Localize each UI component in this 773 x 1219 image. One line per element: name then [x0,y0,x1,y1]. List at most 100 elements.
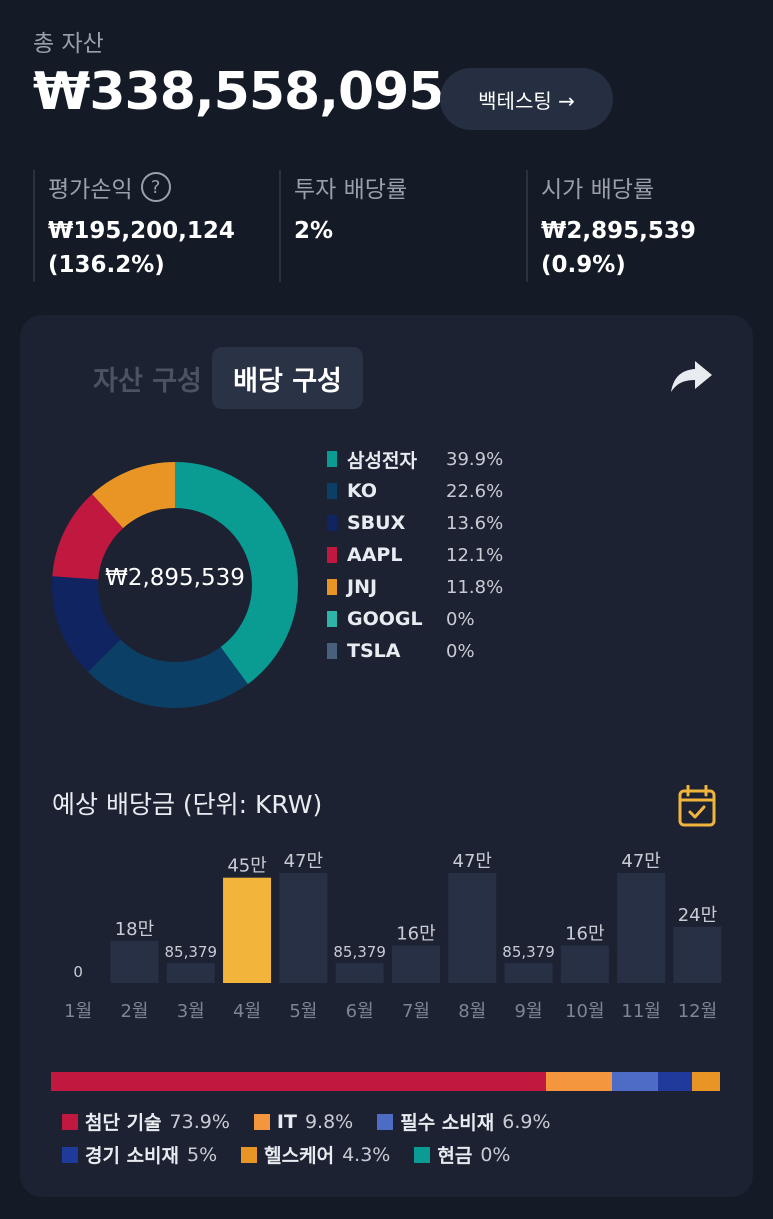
metric-value: ₩195,200,124 [48,218,235,244]
month-tick-label: 11월 [621,1001,660,1022]
month-bar[interactable] [110,940,159,983]
sector-percent: 73.9% [169,1110,230,1133]
metric-market-yield: 시가 배당률 ₩2,895,539 (0.9%) [526,170,753,282]
bar-value-label: 24만 [678,905,717,926]
month-tick-label: 10월 [565,1001,604,1022]
sector-legend-row: 첨단 기술 73.9% IT 9.8% 필수 소비재 6.9% [62,1105,722,1138]
sector-swatch [377,1113,394,1130]
sector-percent: 0% [480,1143,511,1166]
total-assets-value: ₩338,558,095 [33,62,444,122]
legend-name: 삼성전자 [347,449,417,472]
legend-percent: 22.6% [446,480,504,502]
month-tick-label: 1월 [64,1001,92,1022]
legend-swatch [327,579,337,595]
legend-name: AAPL [347,544,403,566]
donut-slice [52,462,298,708]
metric-value-percent: (136.2%) [48,252,165,278]
metric-label: 투자 배당률 [294,177,408,203]
month-bar[interactable] [166,963,215,983]
legend-percent: 0% [446,608,475,630]
month-tick-label: 12월 [678,1001,717,1022]
legend-item: 삼성전자 39.9% [327,443,547,475]
month-bar[interactable] [279,873,328,983]
month-bar[interactable] [560,945,609,983]
legend-swatch [327,643,337,659]
tab-dividend-composition[interactable]: 배당 구성 [212,347,363,409]
bar-value-label: 0 [73,963,83,981]
bar-value-label: 85,379 [333,943,386,961]
month-bar[interactable] [617,873,666,983]
metric-unrealized-pnl: 평가손익 ? ₩195,200,124 (136.2%) [33,170,280,282]
legend-name: SBUX [347,512,406,534]
calendar-icon[interactable] [678,785,716,827]
sector-segment [546,1072,612,1091]
sector-legend-item: 헬스케어 4.3% [241,1141,390,1168]
sector-name: 경기 소비재 [85,1145,180,1167]
sector-swatch [62,1146,78,1163]
month-bar[interactable] [335,963,384,983]
sector-segment [51,1072,547,1091]
legend-name: TSLA [347,640,401,662]
bar-value-label: 16만 [565,924,604,945]
tab-asset-composition[interactable]: 자산 구성 [93,365,202,397]
bar-value-label: 18만 [115,919,154,940]
legend-name: JNJ [347,576,378,598]
sector-percent: 9.8% [304,1110,354,1133]
sector-swatch [62,1113,78,1130]
share-icon[interactable] [668,353,714,399]
month-tick-label: 7월 [402,1001,430,1022]
legend-item: GOOGL 0% [327,603,547,635]
bar-value-label: 47만 [284,851,323,872]
sector-legend-item: IT 9.8% [253,1110,354,1133]
backtest-button[interactable]: 백테스팅 → [440,68,613,130]
sector-swatch [253,1113,270,1130]
legend-item: TSLA 0% [327,635,547,667]
month-bar[interactable] [673,926,722,983]
legend-percent: 11.8% [446,576,504,598]
month-bar[interactable] [223,877,272,983]
sector-swatch [241,1146,258,1163]
monthly-dividend-chart: 0 1월 18만 2월 85,379 3월 45만 4월 47만 5월 85,379 6월 16만 7월 4… [64,851,722,1022]
metric-label: 시가 배당률 [541,177,655,203]
legend-swatch [327,547,337,563]
sector-segment [691,1072,721,1091]
holding-legend: 삼성전자 39.9% KO 22.6% SBUX 13.6% AAPL 12.1% JNJ 11.… [327,443,547,667]
metrics-row: 평가손익 ? ₩195,200,124 (136.2%) 투자 배당률 2% 시… [33,170,753,282]
bar-value-label: 45만 [227,856,266,877]
portfolio-card: 자산 구성 배당 구성 ₩2,895,539 삼성전자 39.9% KO 22.6% S… [20,315,753,1197]
total-assets-label: 총 자산 [33,31,104,57]
sector-legend: 첨단 기술 73.9% IT 9.8% 필수 소비재 6.9% 경기 소비재 5% 헬스케어 4.… [62,1105,722,1171]
sector-legend-item: 경기 소비재 5% [62,1141,217,1168]
bar-value-label: 16만 [396,924,435,945]
sector-percent: 4.3% [342,1143,391,1166]
sector-name: 헬스케어 [264,1145,335,1167]
month-bar[interactable] [448,873,497,983]
month-tick-label: 6월 [346,1001,374,1022]
month-tick-label: 5월 [289,1001,317,1022]
metric-value: ₩2,895,539 [541,218,696,244]
sector-percent: 6.9% [502,1110,551,1133]
sector-legend-item: 첨단 기술 73.9% [62,1108,230,1135]
legend-item: SBUX 13.6% [327,507,547,539]
legend-item: AAPL 12.1% [327,539,547,571]
bar-value-label: 47만 [621,851,660,872]
metric-investment-yield: 투자 배당률 2% [279,170,526,282]
metric-value-percent: (0.9%) [541,252,626,278]
legend-name: GOOGL [347,608,423,630]
sector-name: 필수 소비재 [400,1112,495,1134]
month-bar[interactable] [504,963,553,983]
month-tick-label: 3월 [177,1001,205,1022]
legend-swatch [327,483,337,499]
help-icon[interactable]: ? [140,172,171,202]
bar-value-label: 85,379 [165,943,218,961]
sector-percent: 5% [187,1143,218,1166]
legend-swatch [327,451,337,467]
bar-value-label: 47만 [453,851,492,872]
donut-chart [52,462,298,708]
bar-value-label: 85,379 [502,943,555,961]
month-bar[interactable] [391,945,440,983]
sector-legend-row: 경기 소비재 5% 헬스케어 4.3% 현금 0% [62,1138,722,1171]
donut-center-total: ₩2,895,539 [105,565,245,591]
sector-name: 현금 [437,1145,473,1167]
donut-slice [52,462,298,708]
